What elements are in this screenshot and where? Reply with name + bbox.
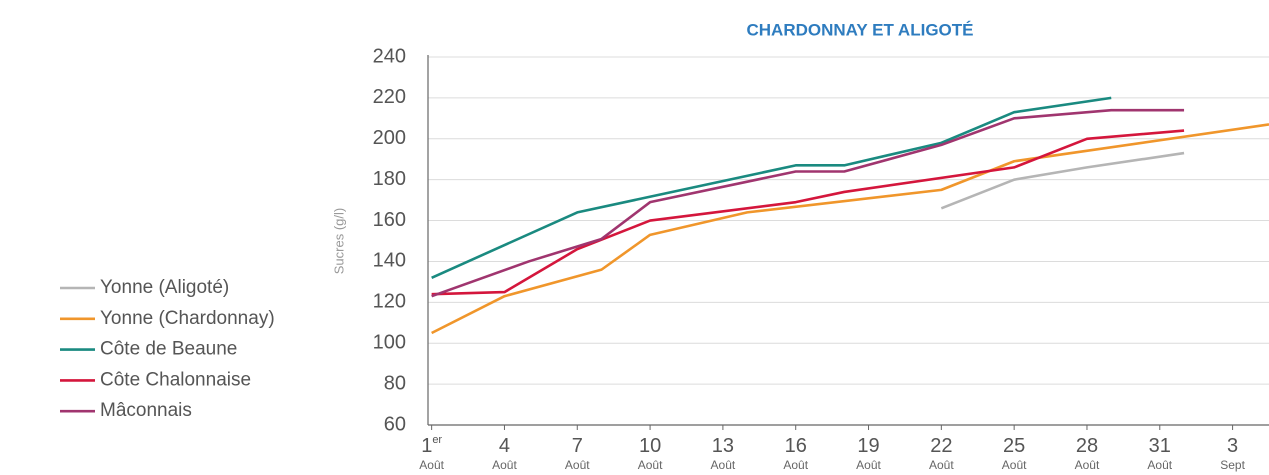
y-tick-label: 160 xyxy=(373,209,406,231)
x-tick-label: 4 xyxy=(499,435,510,457)
x-tick-number: 22 xyxy=(930,435,952,457)
y-axis-label: Sucres (g/l) xyxy=(331,208,346,274)
x-tick-number: 28 xyxy=(1076,435,1098,457)
y-tick-label: 200 xyxy=(373,127,406,149)
y-tick-label: 60 xyxy=(384,413,406,435)
legend-label: Yonne (Aligoté) xyxy=(100,277,229,298)
legend-label: Côte de Beaune xyxy=(100,339,237,360)
x-tick-label: 28 xyxy=(1076,435,1098,457)
x-tick-label: 31 xyxy=(1149,435,1171,457)
x-tick-number: 13 xyxy=(712,435,734,457)
series-line xyxy=(431,129,1185,296)
y-tick-label: 120 xyxy=(373,291,406,313)
x-tick-month: Août xyxy=(1075,458,1100,472)
x-tick-number: 3 xyxy=(1227,435,1238,457)
x-tick-month: Août xyxy=(1147,458,1172,472)
x-tick-number: 7 xyxy=(572,435,583,457)
x-tick-number: 31 xyxy=(1149,435,1171,457)
x-tick-label: 1er xyxy=(421,434,442,457)
legend-label: Yonne (Chardonnay) xyxy=(100,308,275,329)
x-tick-month: Août xyxy=(419,458,444,472)
x-tick-number: 4 xyxy=(499,435,510,457)
x-tick-suffix: er xyxy=(432,434,442,446)
x-tick-month: Août xyxy=(711,458,736,472)
series-line xyxy=(940,151,1185,210)
y-tick-label: 140 xyxy=(373,250,406,272)
plot-area xyxy=(431,96,1269,335)
x-tick-number: 25 xyxy=(1003,435,1025,457)
y-tick-label: 80 xyxy=(384,372,406,394)
chart-title: CHARDONNAY ET ALIGOTÉ xyxy=(746,20,973,39)
x-tick-month: Août xyxy=(929,458,954,472)
y-tick-label: 100 xyxy=(373,332,406,354)
series-line xyxy=(431,108,1185,298)
x-tick-month: Août xyxy=(856,458,881,472)
x-tick-number: 16 xyxy=(785,435,807,457)
x-tick-number: 10 xyxy=(639,435,661,457)
x-tick-label: 16 xyxy=(785,435,807,457)
x-tick-label: 13 xyxy=(712,435,734,457)
x-tick-month: Août xyxy=(492,458,517,472)
legend-label: Mâconnais xyxy=(100,400,192,421)
x-tick-label: 19 xyxy=(857,435,879,457)
x-tick-number: 1 xyxy=(421,435,432,457)
x-tick-month: Sept xyxy=(1220,458,1245,472)
x-tick-label: 7 xyxy=(572,435,583,457)
y-tick-label: 240 xyxy=(373,45,406,67)
series-line xyxy=(431,96,1112,279)
y-tick-label: 180 xyxy=(373,168,406,190)
x-tick-label: 3 xyxy=(1227,435,1238,457)
x-tick-month: Août xyxy=(638,458,663,472)
y-tick-label: 220 xyxy=(373,86,406,108)
x-tick-month: Août xyxy=(783,458,808,472)
series-line xyxy=(431,123,1269,335)
x-tick-label: 10 xyxy=(639,435,661,457)
x-tick-month: Août xyxy=(1002,458,1027,472)
x-tick-month: Août xyxy=(565,458,590,472)
x-tick-label: 25 xyxy=(1003,435,1025,457)
x-tick-number: 19 xyxy=(857,435,879,457)
legend-label: Côte Chalonnaise xyxy=(100,369,251,390)
x-tick-label: 22 xyxy=(930,435,952,457)
